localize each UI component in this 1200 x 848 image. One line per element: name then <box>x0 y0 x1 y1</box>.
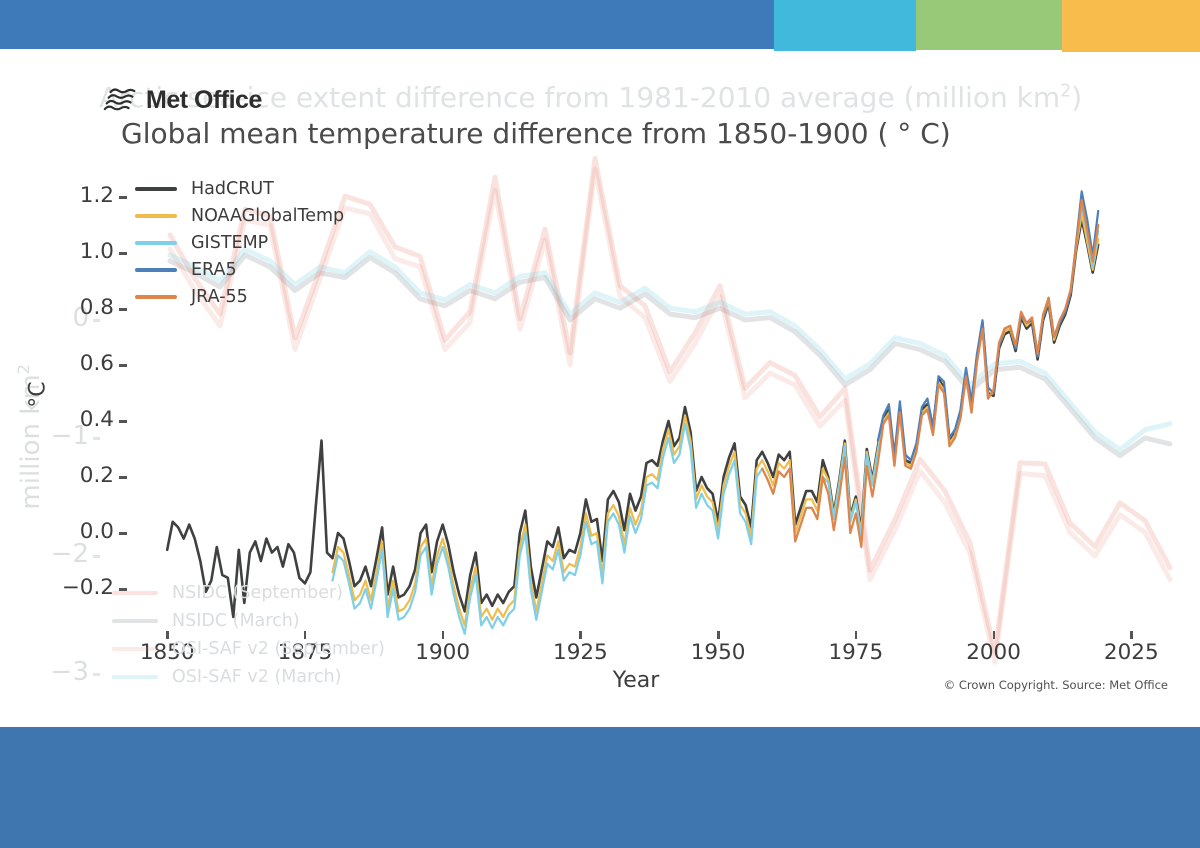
temperature-legend-item: GISTEMP <box>135 230 268 256</box>
series-line-nsidc-september- <box>167 155 1173 656</box>
temperature-legend-swatch-hadcrut <box>135 187 177 191</box>
sea-ice-legend-label: OSI-SAF v2 (March) <box>172 667 342 687</box>
x-tick-label: 1875 <box>277 640 333 665</box>
band-segment-green <box>916 0 1062 50</box>
sea-ice-legend-swatch-osi-saf-v2-march- <box>112 674 158 680</box>
y-tick-label: 1.0 <box>79 239 114 264</box>
ghost-y-tick-mark <box>93 319 100 322</box>
series-line-osi-saf-v2-march- <box>167 246 1173 453</box>
y-tick-label: 0.6 <box>79 351 114 376</box>
y-tick-mark <box>119 532 127 535</box>
y-tick-label: 1.2 <box>79 183 114 208</box>
y-tick-mark <box>119 364 127 367</box>
y-tick-label: −0.2 <box>61 575 114 600</box>
met-office-waves-icon <box>103 88 136 110</box>
ghost-y-tick-label: 0 <box>72 303 89 333</box>
x-tick-label: 2025 <box>1103 640 1159 665</box>
temperature-legend-label: NOAAGlobalTemp <box>191 206 345 226</box>
x-tick-mark <box>1130 631 1133 639</box>
sea-ice-legend-swatch-osi-saf-v2-september- <box>112 646 158 652</box>
sea-ice-legend-item: OSI-SAF v2 (March) <box>112 664 341 690</box>
x-tick-mark <box>992 631 996 639</box>
series-line-jra-55 <box>761 198 1100 549</box>
x-tick-label: 1900 <box>415 640 470 665</box>
x-tick-mark <box>441 631 445 639</box>
series-line-hadcrut <box>165 218 1100 619</box>
top-color-band <box>0 0 1200 54</box>
x-tick-mark <box>579 631 582 639</box>
temperature-legend-item: ERA5 <box>135 257 237 283</box>
temperature-legend-swatch-jra-55 <box>135 295 177 299</box>
series-line-era5 <box>876 190 1100 462</box>
sea-ice-legend-item: OSI-SAF v2 (September) <box>112 636 385 662</box>
ghost-y-tick-mark <box>93 437 100 440</box>
temperature-legend-label: ERA5 <box>191 260 237 280</box>
y-tick-label: 0.4 <box>79 407 114 432</box>
band-segment-blue <box>0 0 774 49</box>
temperature-legend-swatch-era5 <box>135 268 177 272</box>
y-tick-mark <box>119 588 127 591</box>
ghost-y-tick-mark <box>93 673 100 676</box>
y-tick-mark <box>119 476 127 479</box>
series-line-gistemp <box>331 204 1100 635</box>
y-tick-mark <box>119 252 127 255</box>
sea-ice-legend-label: NSIDC (March) <box>172 611 300 631</box>
x-tick-label: 1925 <box>553 640 608 665</box>
series-line-nsidc-march- <box>167 252 1173 459</box>
temperature-legend-label: JRA-55 <box>191 287 248 307</box>
x-tick-mark <box>166 631 169 639</box>
ghost-y-tick-mark <box>93 555 100 558</box>
ghost-y-tick-label: −2 <box>50 539 89 569</box>
band-segment-cyan <box>774 0 916 51</box>
y-tick-label: 0.8 <box>79 295 114 320</box>
x-tick-label: 1950 <box>690 640 746 665</box>
temperature-legend-item: HadCRUT <box>135 176 274 202</box>
chart-title: Global mean temperature difference from … <box>121 117 951 150</box>
x-tick-mark <box>854 631 858 639</box>
wmo-footer: WORLD METEOROLOGICAL ORGANIZATION <box>0 727 1200 848</box>
y-tick-mark <box>119 196 127 199</box>
sea-ice-legend-label: OSI-SAF v2 (September) <box>172 639 385 659</box>
temperature-legend-label: HadCRUT <box>191 179 274 199</box>
ghost-chart-title: Arctic sea-ice extent difference from 19… <box>99 81 1083 114</box>
sea-ice-legend-swatch-nsidc-september- <box>112 590 158 596</box>
copyright-note: © Crown Copyright. Source: Met Office <box>943 678 1168 692</box>
temperature-legend-item: NOAAGlobalTemp <box>135 203 344 229</box>
x-tick-label: 1850 <box>139 640 195 665</box>
met-office-logo: Met Office <box>102 86 262 115</box>
series-line-noaaglobaltemp <box>331 212 1100 627</box>
ghost-y-tick-label: −1 <box>50 421 89 451</box>
band-segment-orange <box>1062 0 1200 52</box>
y-tick-label: 0.0 <box>79 519 114 544</box>
x-axis-label: Year <box>612 668 660 693</box>
sea-ice-legend-item: NSIDC (March) <box>112 608 300 634</box>
y-tick-label: 0.2 <box>79 463 114 488</box>
y-tick-mark <box>119 420 127 423</box>
temperature-legend-swatch-gistemp <box>135 241 177 245</box>
x-tick-label: 2000 <box>966 640 1021 665</box>
sea-ice-legend-swatch-nsidc-march- <box>112 618 158 624</box>
temperature-legend-label: GISTEMP <box>191 233 269 253</box>
temperature-legend-item: JRA-55 <box>135 284 248 310</box>
y-tick-mark <box>119 308 127 311</box>
x-tick-label: 1975 <box>828 640 884 665</box>
ghost-y-tick-label: −3 <box>50 657 89 687</box>
x-tick-mark <box>303 631 307 639</box>
met-office-wordmark: Met Office <box>146 86 262 114</box>
sea-ice-legend-item: NSIDC (September) <box>112 580 343 606</box>
sea-ice-legend-label: NSIDC (September) <box>172 583 344 603</box>
x-tick-mark <box>717 631 720 639</box>
temperature-legend-swatch-noaaglobaltemp <box>135 214 177 218</box>
